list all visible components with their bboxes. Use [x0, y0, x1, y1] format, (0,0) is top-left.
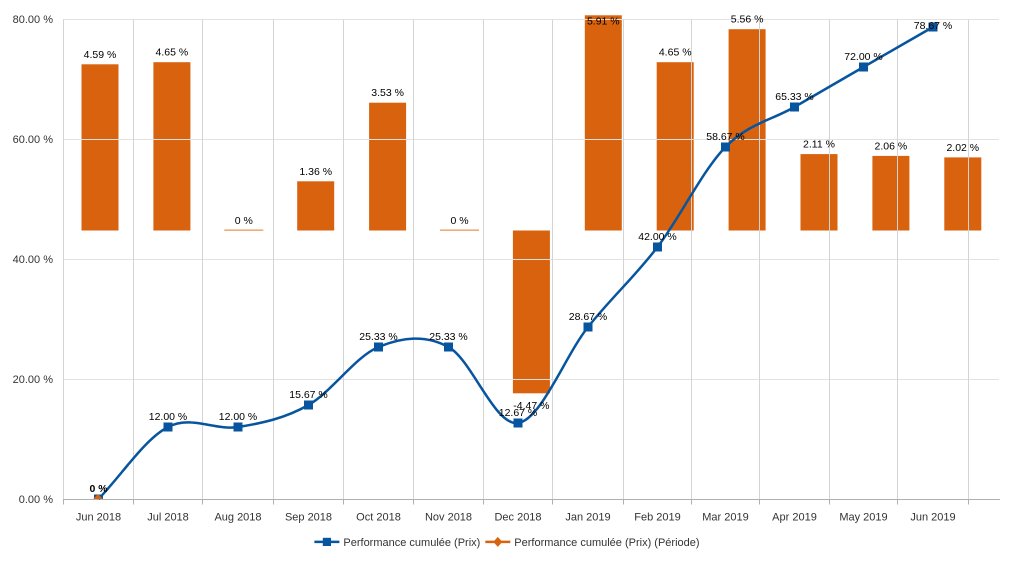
svg-text:12.67 %: 12.67 %	[499, 407, 538, 419]
svg-text:Nov 2018: Nov 2018	[425, 512, 472, 524]
svg-text:25.33 %: 25.33 %	[359, 331, 398, 343]
svg-text:2.06 %: 2.06 %	[875, 140, 908, 152]
svg-text:20.00 %: 20.00 %	[13, 374, 54, 386]
svg-text:2.11 %: 2.11 %	[803, 139, 835, 151]
svg-text:0 %: 0 %	[235, 215, 253, 227]
svg-text:Performance cumulée (Prix): Performance cumulée (Prix)	[343, 537, 480, 549]
svg-text:0 %: 0 %	[89, 483, 108, 495]
svg-text:Sep 2018: Sep 2018	[285, 512, 332, 524]
svg-text:0.00 %: 0.00 %	[19, 494, 53, 506]
svg-text:5.56 %: 5.56 %	[731, 14, 764, 26]
svg-text:Jun 2019: Jun 2019	[910, 512, 955, 524]
svg-text:Dec 2018: Dec 2018	[494, 512, 541, 524]
svg-text:25.33 %: 25.33 %	[429, 331, 468, 343]
svg-text:40.00 %: 40.00 %	[13, 254, 54, 266]
svg-text:Apr 2019: Apr 2019	[772, 512, 817, 524]
svg-text:4.65 %: 4.65 %	[659, 47, 692, 59]
svg-text:65.33 %: 65.33 %	[775, 91, 814, 103]
svg-text:Oct 2018: Oct 2018	[356, 512, 401, 524]
svg-text:Mar 2019: Mar 2019	[702, 512, 748, 524]
svg-text:Jun 2018: Jun 2018	[76, 512, 121, 524]
svg-text:Feb 2019: Feb 2019	[634, 512, 680, 524]
svg-text:May 2019: May 2019	[839, 512, 887, 524]
svg-text:12.00 %: 12.00 %	[219, 411, 258, 423]
svg-text:58.67 %: 58.67 %	[706, 131, 745, 143]
svg-text:5.91 %: 5.91 %	[587, 16, 620, 28]
svg-text:80.00 %: 80.00 %	[13, 14, 54, 26]
svg-text:78.67 %: 78.67 %	[914, 20, 953, 32]
svg-text:4.65 %: 4.65 %	[156, 47, 189, 59]
svg-text:Performance cumulée (Prix) (Pé: Performance cumulée (Prix) (Période)	[514, 537, 699, 549]
svg-text:72.00 %: 72.00 %	[844, 51, 883, 63]
svg-text:Jan 2019: Jan 2019	[565, 512, 610, 524]
svg-text:28.67 %: 28.67 %	[569, 311, 608, 323]
svg-text:3.53 %: 3.53 %	[371, 87, 404, 99]
svg-text:-4.47 %: -4.47 %	[513, 400, 549, 412]
svg-text:4.59 %: 4.59 %	[84, 49, 117, 61]
svg-text:12.00 %: 12.00 %	[149, 411, 188, 423]
svg-text:60.00 %: 60.00 %	[13, 134, 54, 146]
svg-text:1.36 %: 1.36 %	[299, 166, 332, 178]
svg-text:Aug 2018: Aug 2018	[214, 512, 261, 524]
svg-text:2.02 %: 2.02 %	[946, 142, 979, 154]
svg-text:42.00 %: 42.00 %	[638, 231, 677, 243]
svg-text:15.67 %: 15.67 %	[289, 389, 328, 401]
svg-text:Jul 2018: Jul 2018	[147, 512, 189, 524]
svg-text:0 %: 0 %	[450, 215, 468, 227]
